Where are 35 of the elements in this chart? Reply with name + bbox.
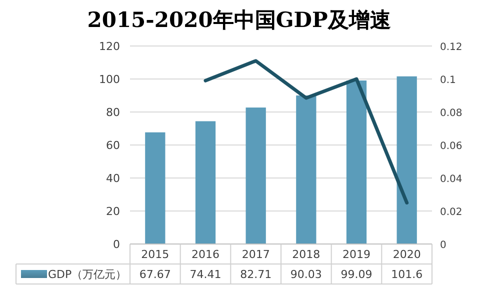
y-tick-label: 80: [106, 106, 120, 119]
data-label: 90.03: [290, 268, 322, 281]
data-label: 67.67: [139, 268, 171, 281]
x-tick-label: 2019: [342, 248, 370, 261]
y2-tick-label: 0.1: [440, 75, 456, 86]
y-tick-label: 100: [99, 73, 120, 86]
x-tick-label: 2017: [242, 248, 270, 261]
chart-title: 2015-2020年中国GDP及增速: [87, 7, 391, 32]
y-tick-label: 20: [106, 205, 120, 218]
bar: [396, 76, 417, 244]
y2-tick-label: 0.08: [440, 108, 462, 119]
x-tick-label: 2020: [392, 248, 421, 261]
y-tick-label: 120: [99, 40, 120, 53]
line-series: [204, 59, 409, 204]
legend-label: GDP（万亿元）: [48, 268, 127, 281]
y-tick-label: 0: [113, 238, 120, 251]
data-label: 74.41: [190, 268, 222, 281]
data-label: 101.6: [391, 268, 423, 281]
bar: [195, 121, 216, 244]
bar: [346, 80, 367, 244]
bar: [246, 108, 266, 244]
y2-tick-label: 0.02: [440, 207, 462, 218]
data-label: 99.09: [340, 268, 372, 281]
bar: [296, 95, 316, 244]
x-tick-label: 2015: [141, 248, 170, 261]
y2-tick-label: 0.04: [440, 174, 462, 185]
data-label: 82.71: [240, 268, 272, 281]
y2-tick-label: 0.06: [440, 141, 462, 152]
bar: [145, 132, 166, 244]
x-tick-label: 2016: [192, 248, 220, 261]
y2-tick-label: 0: [440, 240, 446, 251]
y2-tick-label: 0.12: [440, 42, 462, 53]
y-tick-label: 40: [106, 172, 120, 185]
x-tick-label: 2018: [292, 248, 320, 261]
y-tick-label: 60: [106, 139, 120, 152]
